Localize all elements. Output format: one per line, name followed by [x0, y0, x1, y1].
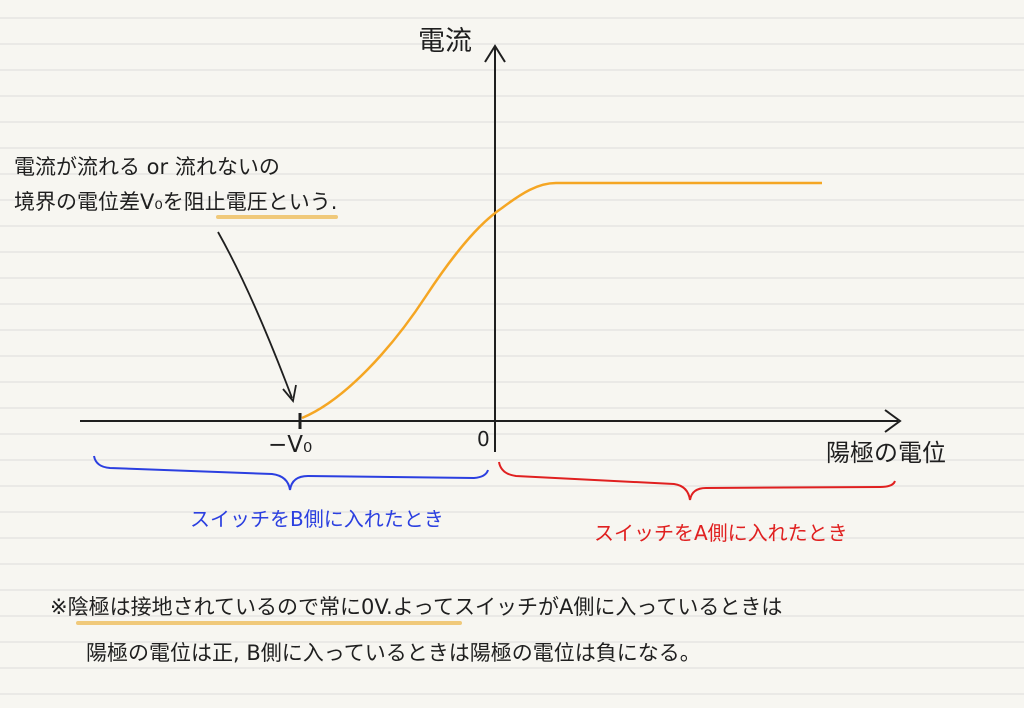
right-brace-label: スイッチをA側に入れたとき	[594, 521, 848, 545]
annotation-term: 阻止電圧	[184, 190, 268, 214]
v0-label: −V₀	[268, 432, 312, 458]
annotation-line-2: 境界の電位差V₀を阻止電圧という.	[14, 190, 337, 214]
pointer-arrow	[217, 231, 293, 399]
note-mark: ※	[50, 595, 68, 619]
annotation-suffix: という.	[268, 190, 338, 214]
note-rest: よってスイッチがA側に入っているときは	[393, 595, 783, 619]
left-brace-label: スイッチをB側に入れたとき	[190, 507, 444, 531]
note-highlight: 陰極は接地されているので常に0V.	[68, 595, 393, 619]
annotation-line-1: 電流が流れる or 流れないの	[14, 155, 280, 179]
left-brace	[93, 455, 489, 491]
right-brace	[498, 461, 896, 501]
pointer-arrowhead	[282, 384, 297, 404]
note-line-1: ※陰極は接地されているので常に0V.よってスイッチがA側に入っているときは	[50, 595, 782, 619]
note-line-2: 陽極の電位は正, B側に入っているときは陽極の電位は負になる。	[86, 641, 701, 665]
current-curve	[301, 181, 822, 420]
x-axis-label: 陽極の電位	[826, 439, 946, 467]
origin-label: 0	[477, 427, 490, 451]
annotation-prefix: 境界の電位差V₀を	[14, 190, 184, 214]
x-axis-arrowhead	[884, 409, 902, 433]
y-axis-label: 電流	[418, 26, 472, 57]
ruled-lines	[0, 17, 1024, 695]
y-axis-arrowhead	[484, 44, 506, 63]
